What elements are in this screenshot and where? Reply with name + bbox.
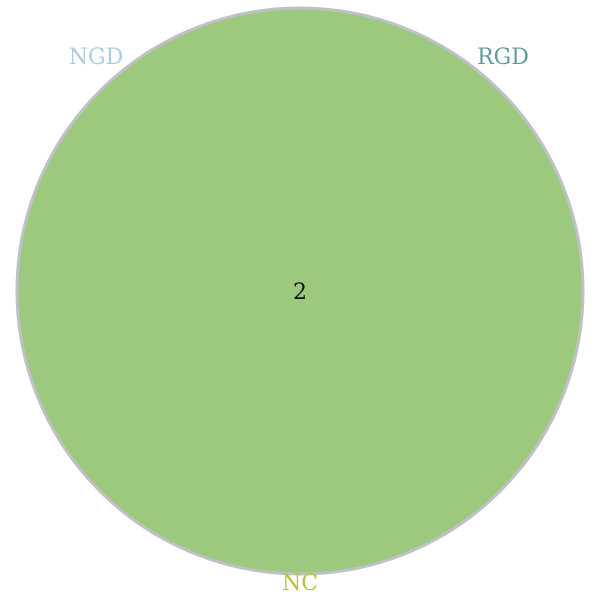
set-label-nc: NC: [282, 571, 318, 596]
region-count-all-sets: 2: [293, 280, 307, 305]
venn-circle-all-sets: [15, 6, 585, 576]
set-label-rgd: RGD: [477, 45, 529, 70]
set-label-ngd: NGD: [69, 45, 123, 70]
